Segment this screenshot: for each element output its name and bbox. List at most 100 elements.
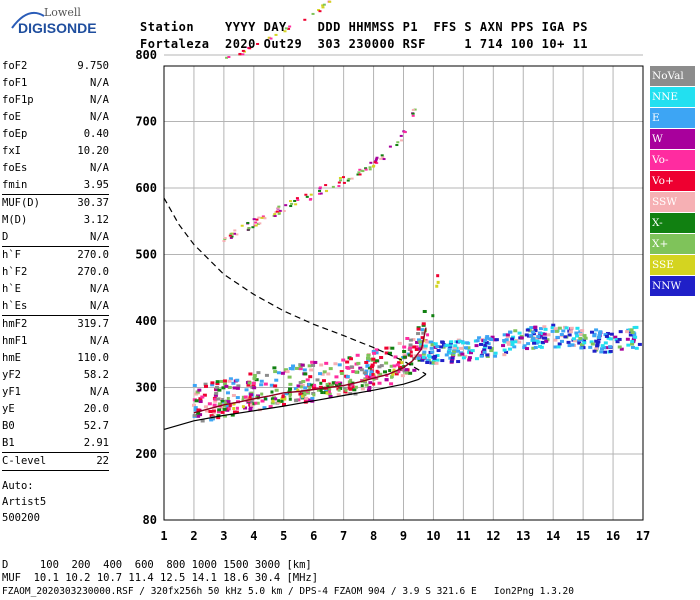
param-row: hmF1 N/A bbox=[2, 333, 109, 350]
echo-mark bbox=[588, 345, 593, 349]
echo-mark bbox=[487, 346, 492, 350]
echo-mark bbox=[305, 195, 309, 198]
echo-mark bbox=[408, 346, 413, 350]
x-tick-label: 10 bbox=[426, 529, 440, 543]
echo-mark bbox=[436, 274, 440, 278]
echo-mark bbox=[449, 340, 454, 344]
echo-mark bbox=[203, 382, 208, 386]
echo-mark bbox=[554, 329, 559, 333]
echo-mark bbox=[248, 395, 252, 399]
echo-mark bbox=[402, 345, 407, 349]
echo-mark bbox=[577, 341, 582, 345]
echo-mark bbox=[546, 333, 551, 337]
echo-mark bbox=[637, 342, 642, 346]
echo-mark bbox=[209, 418, 214, 422]
echo-mark bbox=[539, 345, 544, 349]
echo-mark bbox=[339, 179, 343, 182]
echo-mark bbox=[251, 381, 256, 385]
param-value: 3.95 bbox=[83, 179, 109, 191]
param-label: foF1 bbox=[2, 77, 28, 89]
echo-mark bbox=[214, 387, 219, 391]
echo-mark bbox=[430, 350, 435, 354]
param-value: N/A bbox=[90, 335, 109, 347]
param-value: N/A bbox=[90, 94, 109, 106]
param-separator bbox=[2, 246, 109, 247]
echo-mark bbox=[264, 397, 268, 401]
param-label: fmin bbox=[2, 179, 28, 191]
echo-mark bbox=[203, 405, 208, 409]
echo-mark bbox=[246, 221, 250, 224]
echo-mark bbox=[309, 197, 313, 200]
param-value: 270.0 bbox=[77, 266, 109, 278]
echo-mark bbox=[482, 350, 487, 354]
echo-mark bbox=[198, 397, 203, 401]
echo-mark bbox=[328, 387, 332, 391]
echo-mark bbox=[223, 401, 227, 405]
echo-mark bbox=[370, 363, 375, 367]
echo-mark bbox=[307, 382, 312, 386]
y-tick-label: 500 bbox=[135, 248, 157, 262]
chart-curves bbox=[163, 197, 427, 430]
echo-mark bbox=[296, 388, 300, 392]
plot-border bbox=[163, 65, 644, 521]
param-label: fxI bbox=[2, 145, 21, 157]
echo-mark bbox=[328, 367, 333, 371]
parameters-panel: foF2 9.750 foF1 N/A foF1p N/A foE N/A foEp 0.40 fx… bbox=[2, 58, 109, 526]
echo-mark bbox=[312, 386, 316, 390]
param-label: foE bbox=[2, 111, 21, 123]
echo-mark bbox=[283, 397, 287, 401]
echo-mark bbox=[274, 378, 279, 382]
echo-mark bbox=[420, 336, 425, 340]
echo-mark bbox=[346, 179, 350, 182]
echo-mark bbox=[399, 134, 403, 137]
echo-mark bbox=[248, 372, 253, 376]
echo-mark bbox=[506, 342, 511, 346]
echo-mark bbox=[468, 351, 473, 355]
x-tick-label: 4 bbox=[250, 529, 257, 543]
echo-mark bbox=[511, 335, 516, 339]
echo-mark bbox=[366, 353, 371, 357]
true-height-profile-curve bbox=[163, 373, 427, 430]
echo-mark bbox=[325, 391, 329, 395]
echo-mark bbox=[278, 209, 282, 212]
echo-mark bbox=[566, 340, 571, 344]
echo-mark bbox=[604, 346, 609, 350]
echo-mark bbox=[597, 331, 602, 335]
param-value: 20.0 bbox=[83, 403, 109, 415]
echo-mark bbox=[357, 171, 361, 174]
echo-mark bbox=[278, 399, 282, 403]
echo-mark bbox=[210, 381, 215, 385]
echo-mark bbox=[389, 364, 393, 368]
echo-mark bbox=[256, 42, 260, 45]
echo-mark bbox=[372, 377, 376, 381]
echo-mark bbox=[416, 356, 421, 360]
echo-mark bbox=[579, 346, 584, 350]
echo-mark bbox=[220, 410, 225, 414]
echo-mark bbox=[502, 353, 507, 357]
param-row: C-level 22 bbox=[2, 453, 109, 470]
echo-mark bbox=[252, 402, 256, 406]
echo-mark bbox=[371, 372, 375, 376]
echo-mark bbox=[380, 154, 384, 157]
echo-mark bbox=[456, 349, 461, 353]
echo-mark bbox=[392, 368, 396, 372]
echo-mark bbox=[592, 349, 597, 353]
legend-item: SSE bbox=[650, 255, 695, 275]
echo-mark bbox=[501, 344, 506, 348]
echo-mark bbox=[267, 36, 271, 39]
x-tick-label: 16 bbox=[606, 529, 620, 543]
param-row: h`Es N/A bbox=[2, 298, 109, 315]
legend-item: X+ bbox=[650, 234, 695, 254]
echo-mark bbox=[216, 397, 221, 401]
echo-mark bbox=[450, 356, 455, 360]
echo-mark bbox=[394, 372, 399, 376]
echo-mark bbox=[502, 333, 507, 337]
echo-mark bbox=[433, 342, 438, 346]
echo-mark bbox=[583, 336, 588, 340]
echo-mark bbox=[235, 378, 240, 382]
echo-mark bbox=[594, 328, 599, 332]
echo-mark bbox=[589, 330, 594, 334]
echo-mark bbox=[374, 348, 379, 352]
echo-mark bbox=[301, 379, 306, 383]
echo-mark bbox=[272, 366, 277, 370]
